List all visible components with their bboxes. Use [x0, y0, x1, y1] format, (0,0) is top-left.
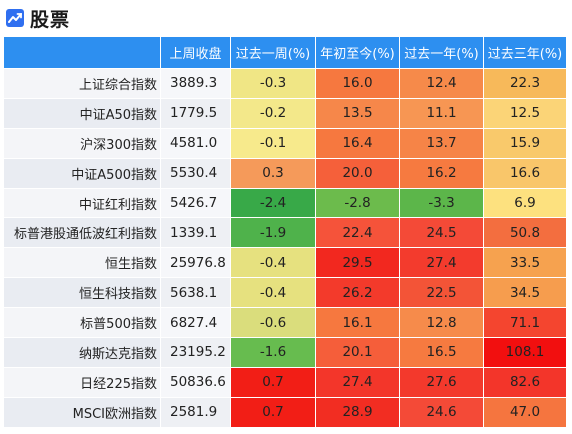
header-cell-name: [3, 36, 161, 69]
ytd-change-cell: 27.4: [315, 366, 400, 398]
ytd-change-cell: -2.8: [315, 187, 400, 219]
close-cell: 4581.0: [160, 127, 231, 159]
header-cell-week: 过去一周(%): [230, 36, 316, 69]
header-cell-three-year: 过去三年(%): [483, 36, 567, 69]
close-cell: 25976.8: [160, 247, 231, 279]
three-year-change-cell: 12.5: [483, 97, 567, 129]
three-year-change-cell: 33.5: [483, 247, 567, 279]
three-year-change-cell: 15.9: [483, 127, 567, 159]
week-change-cell: -0.4: [230, 247, 316, 279]
table-row: MSCI欧洲指数 2581.9 0.7 28.9 24.6 47.0: [3, 396, 567, 428]
ytd-change-cell: 16.1: [315, 307, 400, 339]
header-cell-year: 过去一年(%): [399, 36, 484, 69]
week-change-cell: -0.4: [230, 277, 316, 309]
ytd-change-cell: 28.9: [315, 396, 400, 428]
week-change-cell: -1.6: [230, 337, 316, 368]
header-row: 上周收盘 过去一周(%) 年初至今(%) 过去一年(%) 过去三年(%): [3, 36, 567, 69]
week-change-cell: -0.3: [230, 68, 316, 99]
table-row: 纳斯达克指数 23195.2 -1.6 20.1 16.5 108.1: [3, 337, 567, 368]
table-row: 标普500指数 6827.4 -0.6 16.1 12.8 71.1: [3, 307, 567, 339]
table-row: 中证红利指数 5426.7 -2.4 -2.8 -3.3 6.9: [3, 187, 567, 219]
ytd-change-cell: 16.0: [315, 68, 400, 99]
close-cell: 1779.5: [160, 97, 231, 129]
close-cell: 5638.1: [160, 277, 231, 309]
header-cell-ytd: 年初至今(%): [315, 36, 400, 69]
name-cell: 中证红利指数: [3, 187, 161, 219]
week-change-cell: 0.7: [230, 366, 316, 398]
table-row: 标普港股通低波红利指数 1339.1 -1.9 22.4 24.5 50.8: [3, 217, 567, 249]
year-change-cell: 11.1: [399, 97, 484, 129]
name-cell: MSCI欧洲指数: [3, 396, 161, 428]
name-cell: 标普500指数: [3, 307, 161, 339]
year-change-cell: 22.5: [399, 277, 484, 309]
name-cell: 中证A500指数: [3, 157, 161, 189]
three-year-change-cell: 47.0: [483, 396, 567, 428]
table-row: 上证综合指数 3889.3 -0.3 16.0 12.4 22.3: [3, 68, 567, 99]
three-year-change-cell: 6.9: [483, 187, 567, 219]
page-header: 股票: [6, 4, 70, 32]
week-change-cell: -0.6: [230, 307, 316, 339]
line-chart-icon: [6, 9, 24, 27]
three-year-change-cell: 16.6: [483, 157, 567, 189]
ytd-change-cell: 20.0: [315, 157, 400, 189]
year-change-cell: 16.5: [399, 337, 484, 368]
table-row: 恒生指数 25976.8 -0.4 29.5 27.4 33.5: [3, 247, 567, 279]
name-cell: 标普港股通低波红利指数: [3, 217, 161, 249]
close-cell: 23195.2: [160, 337, 231, 368]
ytd-change-cell: 22.4: [315, 217, 400, 249]
year-change-cell: 24.5: [399, 217, 484, 249]
name-cell: 恒生指数: [3, 247, 161, 279]
table-row: 中证A50指数 1779.5 -0.2 13.5 11.1 12.5: [3, 97, 567, 129]
close-cell: 50836.6: [160, 366, 231, 398]
header-cell-close: 上周收盘: [160, 36, 231, 69]
ytd-change-cell: 20.1: [315, 337, 400, 368]
year-change-cell: 27.4: [399, 247, 484, 279]
name-cell: 恒生科技指数: [3, 277, 161, 309]
year-change-cell: 24.6: [399, 396, 484, 428]
ytd-change-cell: 29.5: [315, 247, 400, 279]
year-change-cell: 12.4: [399, 68, 484, 99]
three-year-change-cell: 71.1: [483, 307, 567, 339]
close-cell: 5530.4: [160, 157, 231, 189]
name-cell: 沪深300指数: [3, 127, 161, 159]
week-change-cell: -1.9: [230, 217, 316, 249]
year-change-cell: 12.8: [399, 307, 484, 339]
name-cell: 日经225指数: [3, 366, 161, 398]
week-change-cell: 0.3: [230, 157, 316, 189]
three-year-change-cell: 108.1: [483, 337, 567, 368]
week-change-cell: 0.7: [230, 396, 316, 428]
ytd-change-cell: 16.4: [315, 127, 400, 159]
year-change-cell: 27.6: [399, 366, 484, 398]
week-change-cell: -2.4: [230, 187, 316, 219]
stock-index-table: 上周收盘 过去一周(%) 年初至今(%) 过去一年(%) 过去三年(%) 上证综…: [3, 36, 567, 428]
page-title: 股票: [30, 8, 71, 31]
week-change-cell: -0.1: [230, 127, 316, 159]
three-year-change-cell: 82.6: [483, 366, 567, 398]
year-change-cell: 16.2: [399, 157, 484, 189]
week-change-cell: -0.2: [230, 97, 316, 129]
table-body: 上证综合指数 3889.3 -0.3 16.0 12.4 22.3 中证A50指数 1779.…: [3, 68, 567, 428]
table-row: 中证A500指数 5530.4 0.3 20.0 16.2 16.6: [3, 157, 567, 189]
table-row: 恒生科技指数 5638.1 -0.4 26.2 22.5 34.5: [3, 277, 567, 309]
three-year-change-cell: 22.3: [483, 68, 567, 99]
three-year-change-cell: 34.5: [483, 277, 567, 309]
close-cell: 3889.3: [160, 68, 231, 99]
close-cell: 1339.1: [160, 217, 231, 249]
year-change-cell: 13.7: [399, 127, 484, 159]
table-row: 日经225指数 50836.6 0.7 27.4 27.6 82.6: [3, 366, 567, 398]
table-row: 沪深300指数 4581.0 -0.1 16.4 13.7 15.9: [3, 127, 567, 159]
year-change-cell: -3.3: [399, 187, 484, 219]
close-cell: 5426.7: [160, 187, 231, 219]
ytd-change-cell: 13.5: [315, 97, 400, 129]
ytd-change-cell: 26.2: [315, 277, 400, 309]
name-cell: 上证综合指数: [3, 68, 161, 99]
close-cell: 2581.9: [160, 396, 231, 428]
name-cell: 中证A50指数: [3, 97, 161, 129]
three-year-change-cell: 50.8: [483, 217, 567, 249]
close-cell: 6827.4: [160, 307, 231, 339]
name-cell: 纳斯达克指数: [3, 337, 161, 368]
